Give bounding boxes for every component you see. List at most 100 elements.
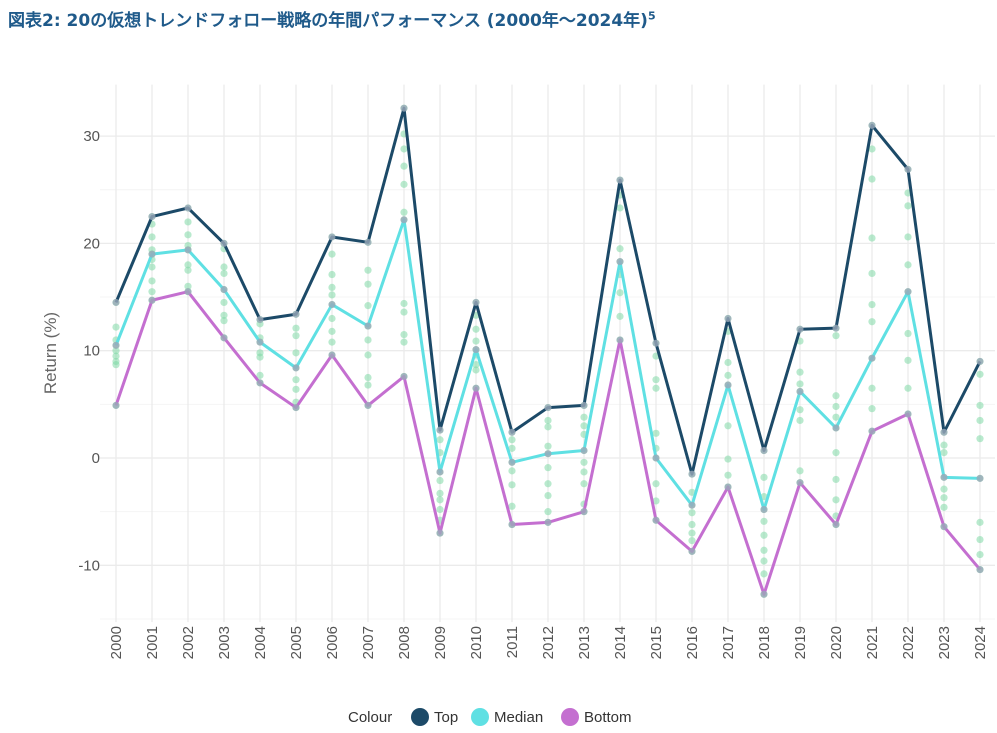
strategy-point [400,180,408,188]
x-tick-label: 2010 [468,626,485,659]
x-tick-label: 2013 [576,626,593,659]
legend-swatch-median [471,708,489,726]
strategy-point [904,202,912,210]
series-point-top [328,233,336,241]
strategy-point [832,332,840,340]
strategy-point [400,338,408,346]
strategy-point [148,233,156,241]
x-tick-labels: 2000 2001 2002 2003 2004 2005 2006 2007 2008 2009… [108,626,989,659]
strategy-point [436,496,444,504]
strategy-point [112,361,120,369]
strategy-point [544,480,552,488]
strategy-point [688,537,696,545]
strategy-point [436,505,444,514]
series-point-bottom [400,372,408,380]
strategy-point [544,464,552,472]
strategy-point [400,162,408,170]
series-point-median [148,250,156,258]
strategy-point [364,280,372,288]
x-tick-label: 2004 [252,626,269,659]
series-point-bottom [184,288,192,296]
strategy-point [976,518,984,526]
series-point-top [580,401,588,409]
series-point-median [652,454,660,462]
strategy-point [796,406,804,414]
strategy-point [508,467,516,475]
strategy-point [796,368,804,376]
series-point-median [580,446,588,454]
series-point-top [256,316,264,324]
strategy-point [508,444,516,452]
strategy-point [112,347,120,355]
strategy-point [760,473,768,481]
strategy-point [292,324,300,332]
strategy-point [328,338,336,346]
series-point-bottom [436,529,444,537]
x-tick-label: 2008 [396,626,413,659]
y-tick-label: 20 [83,235,100,252]
strategy-point [508,436,516,444]
x-tick-label: 2024 [972,626,989,659]
y-tick-label: 0 [92,450,100,467]
series-point-top [616,176,624,184]
x-tick-label: 2006 [324,626,341,659]
strategy-point [832,402,840,411]
strategy-point [364,381,372,389]
series-point-median [904,288,912,296]
x-tick-label: 2005 [288,626,305,659]
x-tick-label: 2017 [720,626,737,659]
y-axis-label: Return (%) [41,312,60,394]
strategy-point [832,496,840,504]
series-point-top [940,428,948,436]
strategy-point [796,467,804,475]
series-point-bottom [364,401,372,409]
strategy-point [976,401,984,410]
strategy-point [328,314,336,323]
x-tick-label: 2007 [360,626,377,659]
series-point-top [472,298,480,306]
series-point-median [508,458,516,466]
strategy-point [256,371,264,379]
series-point-bottom [940,523,948,531]
series-point-bottom [472,384,480,392]
series-point-median [364,322,372,330]
series-point-top [112,298,120,306]
strategy-point [868,318,876,326]
strategy-point [328,250,336,258]
series-point-bottom [796,479,804,487]
strategy-point [616,204,624,212]
grid [100,84,995,623]
strategy-point [580,480,588,488]
series-point-median [472,346,480,354]
strategy-point [184,282,192,290]
strategy-point [220,311,228,319]
series-point-top [292,310,300,318]
y-tick-label: -10 [78,557,100,574]
strategy-point [544,508,552,516]
strategy-point [976,550,984,559]
strategy-point [148,277,156,285]
strategy-point [220,269,228,278]
series-point-bottom [580,508,588,516]
series-point-bottom [148,296,156,304]
strategy-point [796,380,804,388]
series-point-bottom [688,547,696,555]
strategy-point [688,529,696,537]
strategy-point [436,436,444,444]
strategy-point [112,352,120,360]
strategy-point [760,517,768,525]
strategy-point [328,283,336,291]
strategy-point [868,405,876,413]
strategy-point [724,422,732,430]
strategy-point [580,422,588,430]
series-point-median [940,473,948,481]
strategy-point [148,263,156,271]
x-tick-label: 2020 [828,626,845,659]
strategy-point [616,245,624,253]
strategy-point [652,497,660,505]
series-point-median [436,468,444,476]
strategy-point [364,266,372,274]
strategy-point [400,145,408,153]
strategy-point [364,302,372,310]
series-point-bottom [760,590,768,598]
